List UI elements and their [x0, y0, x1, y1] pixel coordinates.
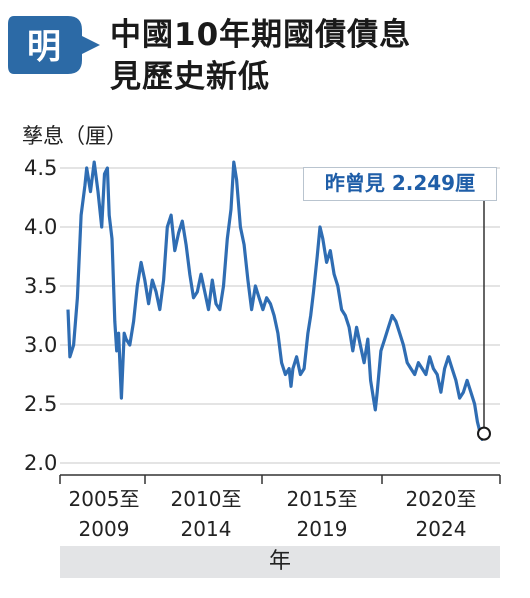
x-axis-label: 年 [268, 549, 291, 574]
series-group [66, 160, 486, 441]
y-tick-label: 2.5 [24, 392, 57, 416]
latest-value-callout: 昨曾見 2.249厘 [303, 167, 497, 201]
y-tick-label: 4.5 [24, 156, 57, 180]
logo-character: 明 [27, 27, 61, 67]
x-tick-label-end: 2024 [416, 517, 467, 541]
chart-title: 中國10年期國債債息 見歷史新低 [110, 14, 411, 98]
title-line-1: 中國10年期國債債息 [110, 17, 412, 53]
gridlines [60, 167, 500, 464]
y-tick-label: 2.0 [24, 451, 57, 475]
y-tick-labels: 4.5 4.0 3.5 3.0 2.5 2.0 [24, 156, 57, 475]
x-tick-label-start: 2005至 [69, 487, 140, 511]
x-tick-label-start: 2020至 [406, 487, 477, 511]
latest-value-marker [477, 426, 491, 441]
x-tick-label-end: 2019 [297, 517, 348, 541]
ming-pao-logo: 明 [8, 16, 100, 74]
x-tick-label-start: 2010至 [171, 487, 242, 511]
y-axis-label: 孳息（厘） [22, 124, 127, 148]
y-tick-label: 3.5 [24, 274, 57, 298]
title-line-2: 見歷史新低 [110, 59, 270, 95]
yield-series-line [66, 160, 486, 441]
x-tick-marks [59, 475, 501, 484]
x-axis-label-band: 年 [60, 546, 500, 578]
y-tick-label: 4.0 [24, 215, 57, 239]
y-tick-label: 3.0 [24, 333, 57, 357]
x-tick-label-end: 2014 [181, 517, 232, 541]
x-tick-label-start: 2015至 [287, 487, 358, 511]
x-tick-label-end: 2009 [79, 517, 130, 541]
x-tick-labels: 2005至 2009 2010至 2014 2015至 2019 2020至 2024 [69, 487, 477, 541]
